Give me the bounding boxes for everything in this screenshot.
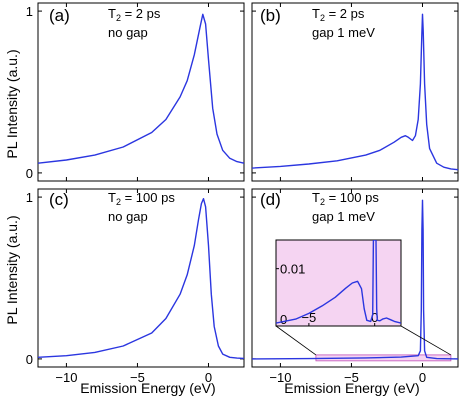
panel-d-curve (251, 199, 459, 360)
panel-b-curve (251, 13, 459, 171)
panel-d-label: (d) (260, 190, 281, 209)
inset-connector-right (400, 325, 452, 356)
panel-c-annotation: (c) T2 = 100 ps no gap (49, 190, 175, 224)
xlabel-left: Emission Energy (eV) (80, 380, 215, 396)
panel-b-label: (b) (260, 6, 281, 25)
panel-c-ytick-label: 0 (26, 352, 33, 367)
inset-xtick-label: −5 (301, 310, 316, 325)
panel-a-ytick-label: 1 (26, 4, 33, 19)
inset-connector-left (275, 325, 317, 356)
panel-c-frame (37, 188, 245, 368)
panel-d-annotation: (d) T2 = 100 ps gap 1 meV (260, 190, 379, 224)
panel-d-xtick-label: −5 (344, 370, 359, 385)
panel-b-annotation: (b) T2 = 2 ps gap 1 meV (260, 6, 375, 40)
panel-c-gap: no gap (108, 209, 148, 224)
ylabel-top: PL Intensity (a.u.) (4, 49, 20, 158)
panel-c-t2: T2 = 100 ps (108, 190, 175, 207)
panel-a-t2: T2 = 2 ps (108, 6, 161, 23)
panel-a: 01 (26, 2, 245, 182)
panel-d-gap: gap 1 meV (312, 209, 375, 224)
inset-xtick-label: 0 (371, 310, 378, 325)
panel-b-frame (251, 2, 459, 182)
xlabel-right: Emission Energy (eV) (284, 380, 419, 396)
panel-c-ytick-label: 1 (26, 190, 33, 205)
panel-a-curve (37, 13, 245, 164)
panels-group: 01−10 −5 001−10 −5 0 (26, 2, 459, 385)
panel-b (251, 2, 459, 182)
panel-d-xtick-label: −10 (269, 370, 291, 385)
inset-ytick-label: 0 (280, 312, 287, 327)
panel-c: −10 −5 0 0 1 (26, 188, 245, 385)
panel-d-frame (251, 188, 459, 368)
panel-d-t2: T2 = 100 ps (312, 190, 379, 207)
inset-ytick-label: 0.01 (280, 262, 305, 277)
panel-d-xtick-label: 0 (419, 370, 426, 385)
inset-frame (275, 239, 402, 327)
panel-d: −10 −5 0 (251, 188, 459, 385)
panel-a-gap: no gap (108, 25, 148, 40)
panel-a-annotation: (a) T2 = 2 ps no gap (49, 6, 161, 40)
panel-c-curve (37, 197, 245, 360)
panel-a-frame (37, 2, 245, 182)
inset-curve (276, 240, 401, 324)
panel-b-t2: T2 = 2 ps (312, 6, 365, 23)
panel-c-xtick-label: −5 (130, 370, 145, 385)
panel-c-xtick-label: −10 (55, 370, 77, 385)
panel-a-ytick-label: 0 (26, 166, 33, 181)
panel-a-label: (a) (49, 6, 70, 25)
panel-c-label: (c) (49, 190, 69, 209)
panel-d-inset: 0 0.01 −5 0 (275, 239, 452, 356)
ylabel-bottom: PL Intensity (a.u.) (4, 215, 20, 324)
panel-c-xtick-label: 0 (205, 370, 212, 385)
panel-b-gap: gap 1 meV (312, 25, 375, 40)
